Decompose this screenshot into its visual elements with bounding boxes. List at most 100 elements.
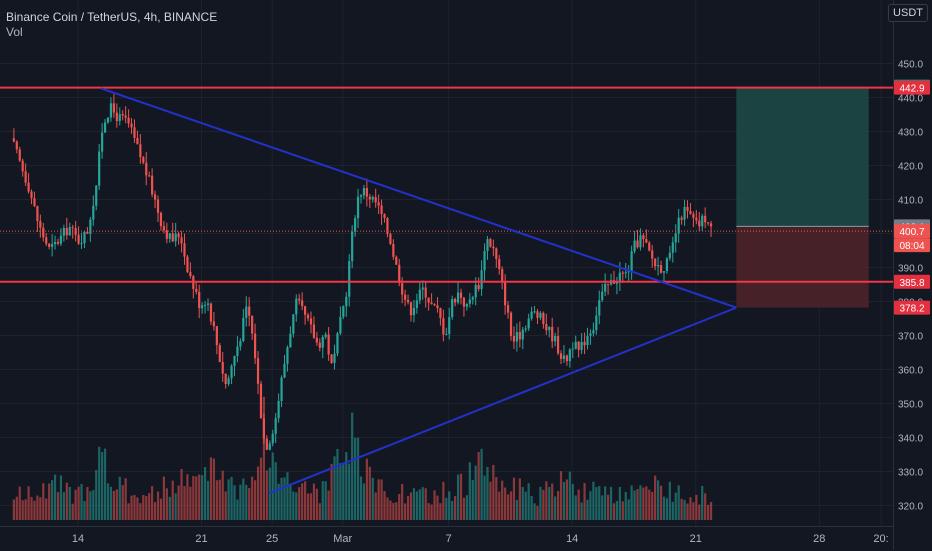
- volume-bar: [406, 495, 410, 520]
- volume-bar: [345, 452, 348, 520]
- y-tick-label: 340.0: [898, 434, 923, 445]
- stop-zone[interactable]: [736, 226, 869, 308]
- volume-bar: [186, 474, 189, 520]
- candle-body: [195, 288, 198, 292]
- y-tick-label: 330.0: [898, 468, 923, 479]
- candle-body: [392, 243, 395, 257]
- candle-body: [477, 284, 480, 290]
- candle-body: [486, 239, 489, 252]
- price-badge-level: 385.8: [894, 274, 930, 289]
- long-position-tool[interactable]: [736, 86, 869, 308]
- candlestick-series: [12, 94, 713, 451]
- volume-bar: [439, 503, 442, 520]
- candle-body: [239, 340, 242, 347]
- candle-body: [233, 356, 236, 366]
- candle-body: [707, 222, 710, 224]
- candle-body: [389, 233, 392, 244]
- volume-bar: [383, 491, 386, 520]
- candle-body: [83, 231, 86, 244]
- volume-bar: [177, 485, 180, 520]
- volume-bar: [33, 500, 36, 520]
- candle-body: [180, 237, 183, 244]
- volume-bar: [248, 488, 251, 520]
- volume-bar: [492, 464, 495, 520]
- candle-body: [201, 305, 204, 309]
- volume-bar: [554, 496, 557, 520]
- volume-bar: [83, 501, 86, 520]
- candle-body: [198, 291, 201, 309]
- volume-bar: [521, 486, 524, 520]
- y-tick-label: 350.0: [898, 400, 923, 411]
- x-tick-label: 28: [813, 533, 825, 545]
- candle-body: [298, 298, 301, 301]
- volume-bar: [509, 491, 513, 520]
- candle-body: [89, 219, 92, 234]
- volume-bar: [256, 466, 260, 520]
- volume-bar: [206, 480, 210, 520]
- volume-bar: [156, 491, 160, 520]
- candle-body: [418, 289, 421, 301]
- volume-bar: [695, 494, 698, 520]
- volume-bar: [654, 475, 657, 520]
- volume-bar: [571, 483, 574, 520]
- volume-bar: [656, 480, 660, 520]
- volume-legend[interactable]: Vol: [6, 25, 23, 39]
- volume-bar: [436, 495, 439, 520]
- candle-body: [151, 175, 154, 195]
- volume-bar: [651, 491, 654, 520]
- y-tick-label: 370.0: [898, 332, 923, 343]
- currency-selector[interactable]: USDT: [888, 4, 928, 22]
- price-badge-level: 442.9: [894, 80, 930, 95]
- candle-body: [130, 123, 133, 128]
- candle-body: [606, 283, 610, 285]
- volume-bar: [277, 483, 280, 520]
- lower-trendline[interactable]: [268, 306, 737, 495]
- candle-body: [359, 195, 363, 197]
- volume-bar: [480, 448, 483, 520]
- volume-bar: [459, 473, 463, 520]
- volume-bar: [253, 480, 257, 520]
- candle-body: [454, 298, 457, 303]
- candle-body: [518, 332, 521, 340]
- candle-body: [427, 297, 430, 303]
- candle-body: [65, 228, 68, 236]
- horizontal-levels[interactable]: [0, 86, 893, 283]
- volume-bar: [30, 496, 33, 520]
- volume-bar: [92, 490, 95, 520]
- volume-bar: [606, 494, 610, 520]
- volume-bar: [527, 483, 530, 520]
- volume-bar: [53, 474, 57, 520]
- symbol-legend[interactable]: Binance Coin / TetherUS, 4h, BINANCE: [6, 10, 218, 24]
- candle-body: [448, 317, 451, 334]
- candle-body: [480, 270, 483, 290]
- candle-body: [42, 227, 45, 238]
- y-tick-label: 390.0: [898, 264, 923, 275]
- volume-bar: [709, 502, 713, 520]
- candle-body: [53, 242, 57, 245]
- price-axis[interactable]: [893, 0, 932, 550]
- candle-body: [683, 206, 686, 220]
- y-tick-label: 450.0: [898, 60, 923, 71]
- target-zone[interactable]: [736, 86, 869, 227]
- volume-bar: [295, 492, 298, 520]
- time-axis[interactable]: [0, 526, 893, 551]
- candle-body: [618, 272, 621, 282]
- candle-body: [686, 206, 689, 212]
- triangle-trendlines[interactable]: [100, 87, 737, 495]
- volume-bar: [286, 472, 289, 520]
- volume-bar: [665, 498, 669, 520]
- volume-bar: [515, 499, 518, 520]
- candle-body: [668, 252, 671, 259]
- candle-body: [401, 283, 404, 295]
- volume-bar: [648, 489, 651, 520]
- volume-bar: [242, 478, 245, 520]
- volume-bar: [574, 495, 577, 520]
- volume-bar: [689, 497, 692, 520]
- candle-body: [186, 256, 189, 273]
- candle-body: [662, 271, 666, 273]
- candle-body: [242, 317, 245, 341]
- volume-bar: [556, 491, 560, 520]
- upper-trendline[interactable]: [100, 87, 737, 309]
- candle-body: [468, 299, 471, 304]
